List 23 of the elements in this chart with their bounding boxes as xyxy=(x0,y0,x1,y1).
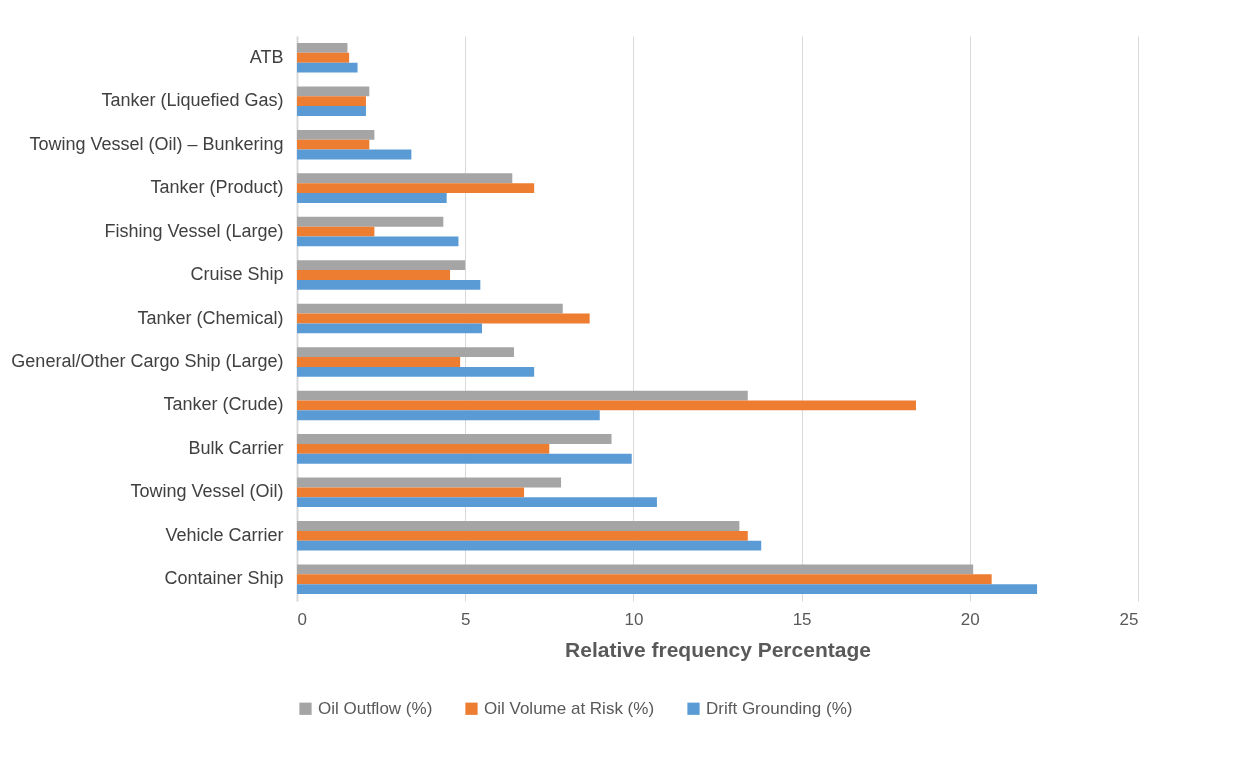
y-tick-label: Tanker (Product) xyxy=(150,177,284,198)
x-tick-label: 5 xyxy=(460,609,471,629)
legend-label: Drift Grounding (%) xyxy=(706,698,853,718)
y-tick-label: Tanker (Chemical) xyxy=(137,307,284,328)
y-tick-label: General/Other Cargo Ship (Large) xyxy=(11,350,284,371)
x-tick-label: 10 xyxy=(624,609,644,629)
y-tick-label: Towing Vessel (Oil) – Bunkering xyxy=(29,133,284,154)
y-tick-label: Cruise Ship xyxy=(190,264,284,285)
x-axis-title: Relative frequency Percentage xyxy=(565,637,871,661)
x-tick-label: 20 xyxy=(960,609,980,629)
y-tick-label: Tanker (Crude) xyxy=(163,394,284,415)
y-tick-label: Tanker (Liquefied Gas) xyxy=(101,90,284,111)
x-tick-label: 25 xyxy=(1119,609,1139,629)
y-tick-label: Container Ship xyxy=(164,568,284,589)
x-tick-label: 0 xyxy=(297,609,307,629)
x-tick-label: 15 xyxy=(792,609,812,629)
y-tick-label: ATB xyxy=(249,46,284,67)
y-tick-label: Bulk Carrier xyxy=(188,437,284,458)
legend-label: Oil Outflow (%) xyxy=(318,698,433,718)
y-tick-label: Towing Vessel (Oil) xyxy=(130,481,284,502)
legend-label: Oil Volume at Risk (%) xyxy=(484,698,655,718)
y-tick-label: Vehicle Carrier xyxy=(165,524,284,545)
y-tick-label: Fishing Vessel (Large) xyxy=(104,220,284,241)
